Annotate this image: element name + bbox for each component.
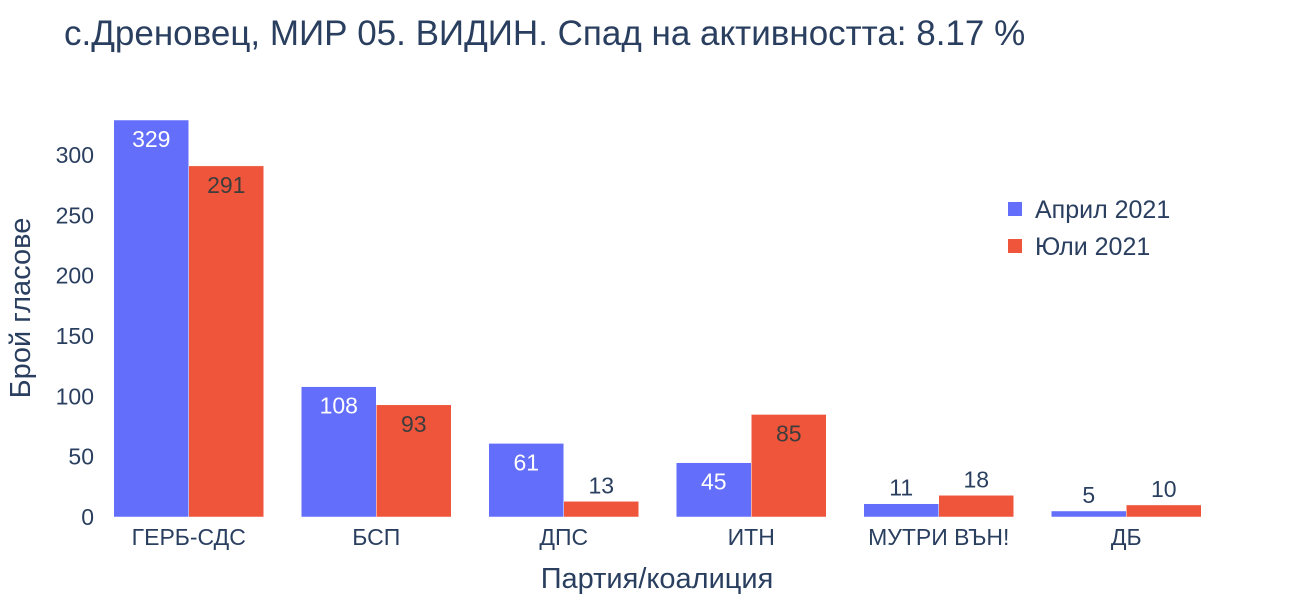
bar-april[interactable] [301,386,377,518]
x-tick-label: ДПС [539,524,588,550]
y-tick-label: 200 [56,263,94,289]
bar-value-label: 45 [701,469,727,495]
bar-july[interactable] [563,501,639,518]
bar-july[interactable] [376,404,452,518]
x-tick-label: БСП [352,524,400,550]
x-tick-label: ГЕРБ-СДС [132,524,246,550]
chart-title: с.Дреновец, МИР 05. ВИДИН. Спад на актив… [64,14,1026,53]
bar-value-label: 18 [963,466,989,492]
legend-label: Юли 2021 [1035,233,1150,261]
bar-labels: 329 291 108 93 61 13 45 85 11 18 5 10 [132,126,1176,508]
x-tick-label: МУТРИ ВЪН! [868,524,1009,550]
y-tick-label: 50 [68,444,94,470]
bar-value-label: 61 [513,449,539,475]
legend[interactable]: Април 2021 Юли 2021 [1008,196,1170,261]
bar-july[interactable] [938,495,1014,518]
legend-swatch [1008,239,1022,253]
bar-april[interactable] [676,462,752,518]
legend-swatch [1008,202,1022,216]
bar-april[interactable] [113,119,189,518]
bar-value-label: 291 [207,172,245,198]
y-axis: 0 50 100 150 200 250 300 [56,142,94,530]
y-tick-label: 250 [56,202,94,228]
bar-july[interactable] [751,414,827,518]
y-tick-label: 300 [56,142,94,168]
x-tick-label: ИТН [728,524,775,550]
bar-value-label: 85 [776,420,802,446]
bar-value-label: 329 [132,126,170,152]
y-axis-title: Брой гласове [5,218,37,399]
bars [113,119,1202,518]
y-tick-label: 150 [56,323,94,349]
bar-april[interactable] [863,503,939,518]
x-axis-title: Партия/коалиция [541,563,774,595]
y-tick-label: 0 [81,504,94,530]
legend-label: Април 2021 [1035,196,1170,224]
bar-april[interactable] [1051,510,1127,518]
bar-july[interactable] [188,165,264,518]
bar-value-label: 11 [889,475,913,501]
bar-july[interactable] [1126,504,1202,518]
bar-value-label: 108 [320,393,358,419]
bar-value-label: 13 [588,472,614,498]
bar-april[interactable] [488,443,564,518]
x-axis: ГЕРБ-СДС БСП ДПС ИТН МУТРИ ВЪН! ДБ [132,524,1142,550]
bar-value-label: 93 [401,411,427,437]
x-tick-label: ДБ [1111,524,1142,550]
bar-value-label: 10 [1151,476,1177,502]
legend-item-july[interactable]: Юли 2021 [1008,233,1150,261]
legend-item-april[interactable]: Април 2021 [1008,196,1170,224]
y-tick-label: 100 [56,383,94,409]
bar-value-label: 5 [1082,482,1095,508]
